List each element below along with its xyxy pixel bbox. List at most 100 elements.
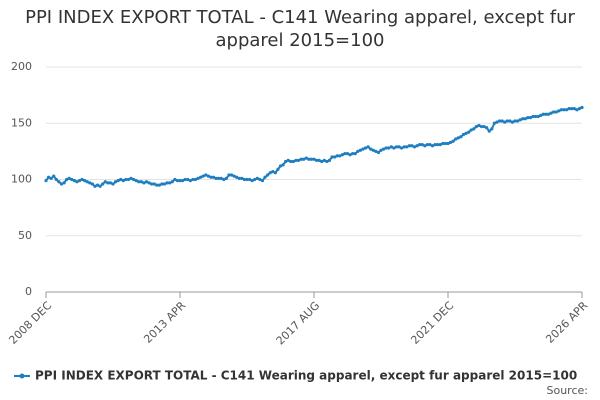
point [157, 183, 161, 187]
point [307, 157, 311, 161]
point [304, 156, 308, 160]
y-tick-label: 100 [11, 173, 32, 186]
point [214, 176, 218, 180]
point [392, 146, 396, 150]
point [314, 158, 319, 162]
point [418, 143, 422, 147]
point [235, 175, 239, 179]
point [312, 157, 316, 161]
point [559, 108, 563, 112]
point [95, 183, 100, 187]
point [276, 167, 280, 171]
point [474, 125, 478, 129]
point [523, 117, 527, 121]
point [201, 174, 205, 178]
point [562, 108, 566, 112]
point [554, 110, 558, 114]
point [572, 107, 576, 111]
point [101, 182, 105, 186]
point [379, 148, 383, 152]
point [387, 146, 391, 150]
point [77, 179, 82, 183]
point [103, 180, 107, 184]
point [405, 145, 409, 149]
point [142, 181, 146, 185]
point [281, 163, 285, 167]
point [111, 182, 115, 186]
source: Source: [547, 384, 589, 397]
x-tick-label: 2013 APR [141, 299, 188, 346]
point [338, 154, 342, 158]
point [415, 144, 419, 148]
point [505, 119, 509, 123]
point [273, 171, 277, 175]
point [168, 181, 172, 185]
point [106, 181, 110, 185]
point [451, 139, 455, 143]
point [72, 179, 76, 183]
point [541, 112, 545, 116]
point [497, 119, 502, 123]
point [327, 158, 332, 162]
point [549, 111, 553, 115]
point [446, 141, 450, 146]
point [580, 105, 584, 110]
point [294, 158, 298, 162]
point [137, 180, 141, 184]
point [266, 173, 270, 177]
point [410, 144, 414, 148]
point [88, 181, 92, 185]
point [400, 146, 404, 150]
point [263, 175, 267, 179]
point [150, 182, 154, 186]
point [539, 113, 543, 117]
point [247, 177, 252, 182]
point [126, 177, 131, 182]
point [289, 159, 293, 164]
point [46, 175, 51, 179]
point [237, 176, 241, 180]
point [515, 119, 520, 123]
point [472, 127, 476, 131]
point [222, 177, 226, 182]
point [544, 112, 548, 116]
point [268, 171, 272, 175]
point [286, 158, 290, 162]
point [564, 108, 569, 112]
point [343, 152, 347, 156]
point [518, 118, 522, 122]
point [366, 145, 370, 149]
point [75, 180, 79, 184]
x-tick-label: 2008 DEC [6, 299, 54, 347]
point [482, 125, 486, 129]
point [155, 183, 159, 187]
point [340, 153, 344, 157]
point [536, 114, 540, 119]
point [57, 180, 61, 184]
point [70, 177, 74, 182]
point [271, 170, 275, 174]
point [116, 179, 120, 183]
point [428, 143, 432, 147]
point [469, 128, 473, 132]
point [441, 141, 445, 146]
point [253, 177, 257, 182]
point [52, 174, 56, 178]
point [528, 116, 533, 120]
point [134, 179, 138, 183]
point [454, 137, 458, 141]
point [44, 179, 48, 183]
point [93, 184, 97, 188]
point [245, 177, 249, 182]
point [513, 119, 517, 123]
point [85, 180, 89, 184]
point [121, 179, 125, 183]
point [351, 152, 355, 156]
legend-label: PPI INDEX EXPORT TOTAL - C141 Wearing ap… [35, 369, 577, 383]
point [67, 176, 71, 180]
point [309, 157, 314, 161]
point [160, 182, 164, 186]
chart-title: PPI INDEX EXPORT TOTAL - C141 Wearing ap… [25, 7, 575, 51]
point [124, 177, 128, 182]
